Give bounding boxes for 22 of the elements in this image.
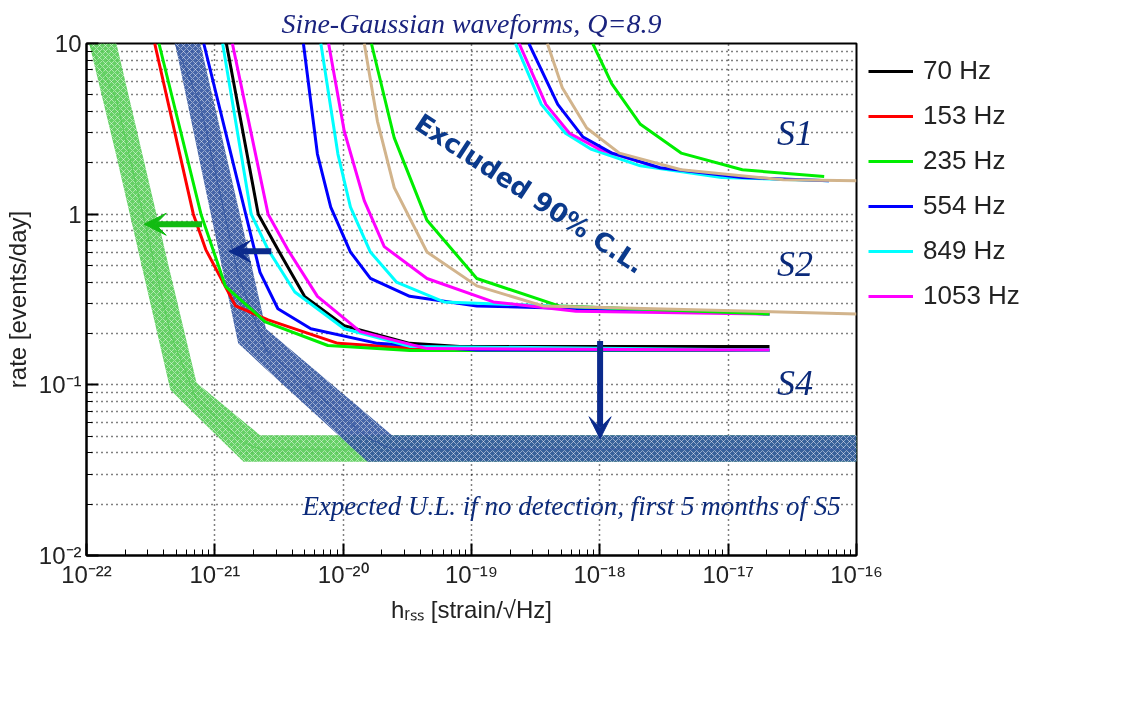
x-axis-title: hᵣₛₛ [strain/√Hz]: [391, 595, 552, 623]
legend-label: 1053 Hz: [923, 280, 1020, 311]
x-tick-label: 10⁻¹⁶: [830, 560, 883, 588]
x-tick-label: 10⁻²¹: [189, 560, 241, 588]
chart-title: Sine-Gaussian waveforms, Q=8.9: [281, 7, 662, 39]
legend-label: 554 Hz: [923, 190, 1006, 221]
x-tick-label: 10⁻¹⁹: [445, 560, 498, 588]
y-tick-label: 1: [68, 200, 82, 228]
legend-label: 153 Hz: [923, 100, 1006, 131]
annotation: Expected U.L. if no detection, first 5 months of S5: [301, 491, 841, 522]
y-tick-label: 10⁻¹: [38, 371, 82, 399]
x-tick-label: 10⁻¹⁷: [702, 560, 754, 588]
annotation: S1: [776, 113, 813, 154]
y-axis-title: rate [events/day]: [3, 210, 31, 389]
annotation: S4: [776, 362, 813, 403]
legend-label: 70 Hz: [923, 55, 991, 86]
annotation: S2: [776, 243, 813, 284]
legend-label: 235 Hz: [923, 145, 1006, 176]
legend-label: 849 Hz: [923, 235, 1006, 266]
x-tick-label: 10⁻²⁰: [317, 560, 369, 588]
x-tick-label: 10⁻¹⁸: [573, 560, 627, 588]
y-tick-label: 10: [54, 30, 82, 57]
